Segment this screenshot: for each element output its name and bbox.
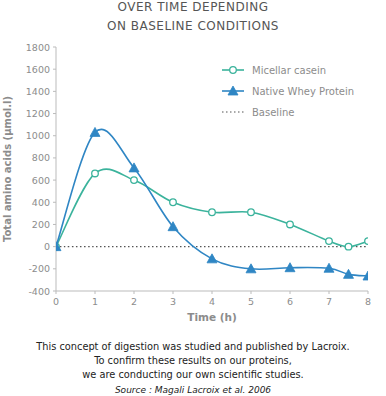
- data-point: [326, 238, 333, 245]
- y-tick-label: 1800: [26, 42, 50, 53]
- x-tick-label: 4: [209, 296, 215, 307]
- series-line: [56, 169, 368, 247]
- y-tick: [53, 157, 56, 158]
- legend-label: Baseline: [252, 107, 294, 118]
- data-point: [345, 243, 352, 250]
- y-tick-label: 800: [32, 152, 50, 163]
- x-tick-label: 8: [365, 296, 371, 307]
- data-point: [285, 263, 295, 272]
- x-tick: [290, 291, 291, 294]
- y-tick-label: 1000: [26, 130, 50, 141]
- y-tick-label: 1600: [26, 64, 50, 75]
- x-axis-label: Time (h): [187, 311, 237, 323]
- data-point: [248, 209, 255, 216]
- x-tick: [368, 291, 369, 294]
- x-tick-label: 6: [287, 296, 293, 307]
- y-tick: [53, 246, 56, 247]
- x-tick: [95, 291, 96, 294]
- data-point: [246, 264, 256, 273]
- x-tick-label: 1: [92, 296, 98, 307]
- y-tick: [53, 69, 56, 70]
- data-point: [365, 238, 368, 245]
- chart: OVER TIME DEPENDING ON BASELINE CONDITION…: [0, 0, 386, 396]
- x-tick-label: 2: [131, 296, 137, 307]
- legend-swatch: [222, 111, 244, 112]
- y-tick-label: 200: [32, 219, 50, 230]
- y-tick-label: 1400: [26, 86, 50, 97]
- legend-label: Micellar casein: [252, 65, 326, 76]
- y-tick-label: -400: [28, 286, 50, 297]
- y-tick-label: -200: [28, 263, 50, 274]
- y-tick-label: 600: [32, 175, 50, 186]
- x-tick: [212, 291, 213, 294]
- x-tick-label: 7: [326, 296, 332, 307]
- legend-label: Native Whey Protein: [252, 86, 354, 97]
- data-point: [90, 127, 100, 136]
- y-tick: [53, 180, 56, 181]
- y-tick: [53, 268, 56, 269]
- data-point: [129, 163, 139, 172]
- legend-marker: [228, 86, 238, 95]
- data-point: [170, 199, 177, 206]
- y-axis: [56, 47, 57, 291]
- data-point: [56, 242, 61, 251]
- legend-marker: [230, 67, 237, 74]
- caption-line: This concept of digestion was studied an…: [35, 341, 349, 352]
- y-tick-label: 400: [32, 197, 50, 208]
- legend: Micellar casein Native Whey Protein Baseli…: [222, 65, 354, 118]
- title: OVER TIME DEPENDING: [118, 0, 269, 14]
- x-tick: [134, 291, 135, 294]
- y-tick: [53, 113, 56, 114]
- x-tick: [251, 291, 252, 294]
- series-line: [56, 129, 368, 276]
- data-point: [92, 170, 99, 177]
- x-tick-label: 5: [248, 296, 254, 307]
- series-line: [56, 246, 368, 247]
- caption-line: we are conducting our own scientific stu…: [82, 369, 303, 380]
- data-point: [168, 222, 178, 231]
- source: Source : Magali Lacroix et al. 2006: [115, 385, 271, 395]
- y-tick: [53, 91, 56, 92]
- data-point: [363, 271, 368, 280]
- x-tick-label: 0: [53, 296, 59, 307]
- y-tick: [53, 202, 56, 203]
- x-tick: [329, 291, 330, 294]
- x-tick: [173, 291, 174, 294]
- data-point: [287, 221, 294, 228]
- y-tick-label: 1200: [26, 108, 50, 119]
- data-point: [344, 269, 354, 278]
- plot-area: [56, 127, 368, 280]
- y-axis-label: Total amino acids (µmol.l): [2, 96, 13, 242]
- y-tick: [53, 224, 56, 225]
- caption-line: To confirm these results on our proteins…: [93, 355, 292, 366]
- data-point: [207, 254, 217, 263]
- x-tick: [56, 291, 57, 294]
- data-point: [131, 177, 138, 184]
- subtitle: ON BASELINE CONDITIONS: [107, 19, 279, 33]
- data-point: [324, 263, 334, 272]
- x-tick-label: 3: [170, 296, 176, 307]
- data-point: [209, 209, 216, 216]
- y-tick: [53, 135, 56, 136]
- y-tick-label: 0: [44, 241, 50, 252]
- y-tick: [53, 47, 56, 48]
